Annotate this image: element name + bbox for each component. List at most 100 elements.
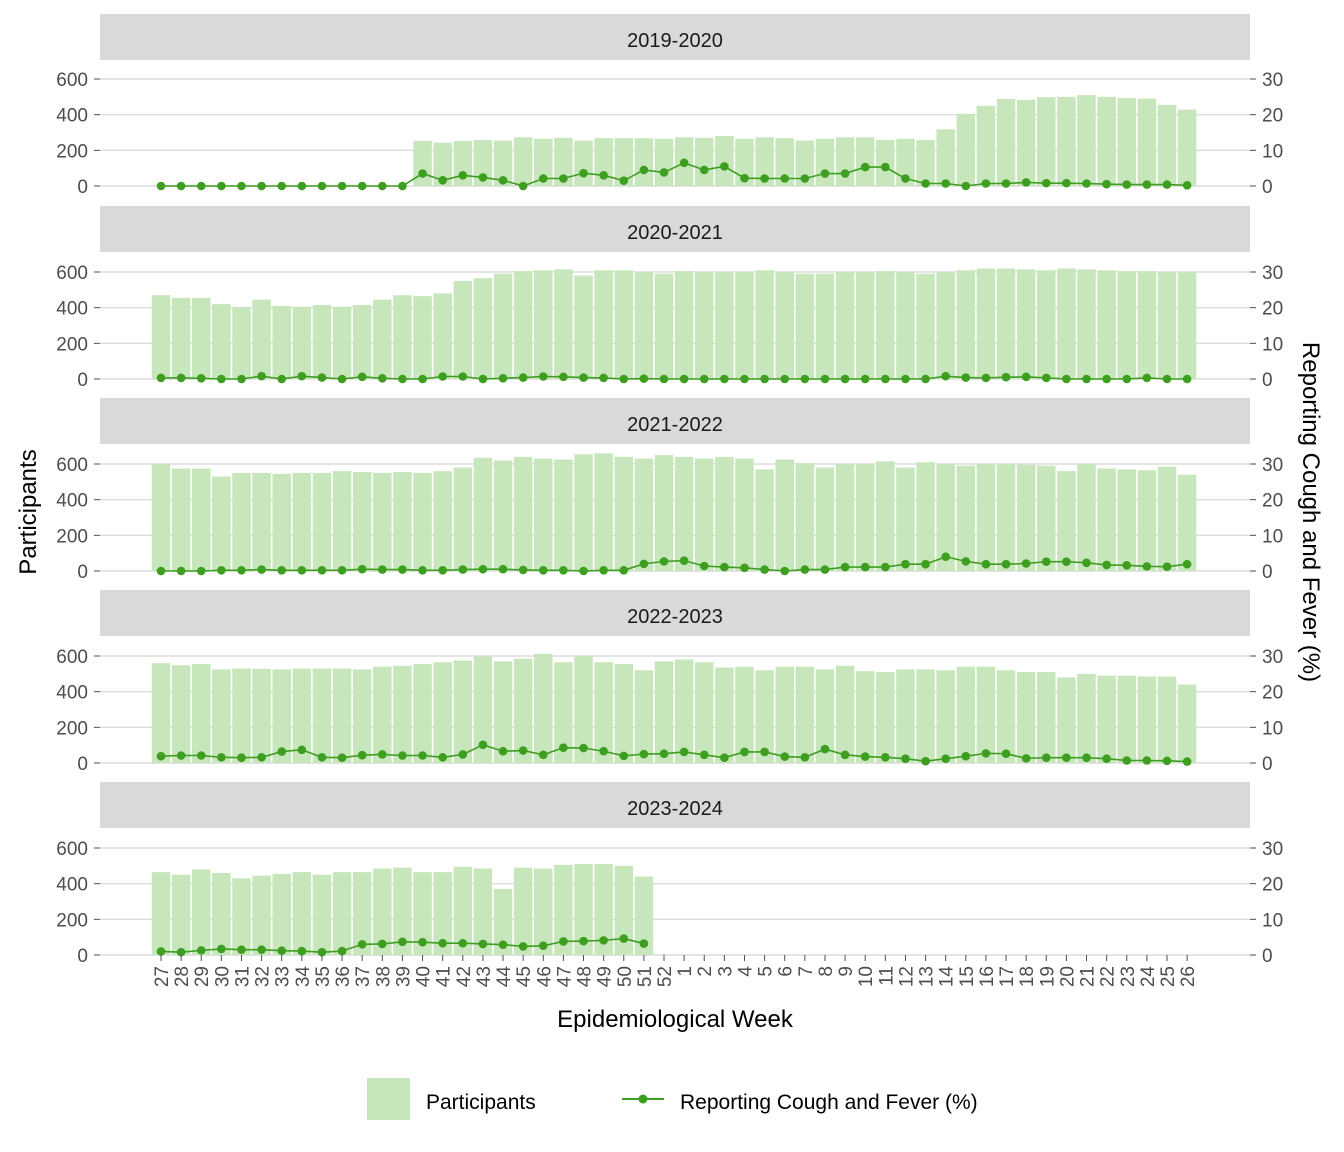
participants-bar <box>996 464 1016 571</box>
participants-bar <box>534 270 553 379</box>
cough-fever-point <box>1062 557 1071 567</box>
cough-fever-point <box>659 374 669 384</box>
participants-bar <box>634 876 654 955</box>
cough-fever-point <box>699 561 709 571</box>
cough-fever-point <box>860 374 870 384</box>
participants-bar <box>654 661 674 763</box>
participants-bar <box>534 138 553 186</box>
participants-bar <box>574 140 593 186</box>
cough-fever-point <box>820 565 830 574</box>
participants-bar <box>373 666 392 763</box>
participants-bar <box>634 272 654 379</box>
x-tick-label: 15 <box>957 966 978 987</box>
x-tick-label: 34 <box>293 966 314 988</box>
cough-fever-point <box>156 751 166 761</box>
participants-bar <box>614 270 634 379</box>
cough-fever-point <box>1041 373 1051 383</box>
participants-bar <box>1177 109 1197 186</box>
cough-fever-point <box>1122 756 1132 765</box>
cough-fever-point <box>720 162 729 171</box>
participants-bar <box>212 872 231 955</box>
cough-fever-point <box>237 565 246 575</box>
cough-fever-point <box>156 373 166 383</box>
cough-fever-point <box>740 747 749 757</box>
cough-fever-point <box>297 371 307 381</box>
participants-bar <box>855 671 875 763</box>
y-tick-label-right: 30 <box>1262 647 1283 668</box>
participants-bar <box>1037 465 1056 571</box>
x-tick-label: 50 <box>615 966 636 987</box>
participants-bar <box>815 138 835 186</box>
cough-fever-point <box>941 754 950 764</box>
participants-bar <box>574 864 593 955</box>
y-tick-label-right: 20 <box>1262 106 1283 127</box>
participants-bar <box>453 660 473 763</box>
participants-bar <box>554 662 573 763</box>
facet-strip <box>100 590 1250 636</box>
cough-fever-point <box>699 165 709 175</box>
cough-fever-point <box>619 751 629 761</box>
cough-fever-point <box>538 750 548 760</box>
cough-fever-point <box>378 373 387 383</box>
x-tick-label: 36 <box>333 966 354 987</box>
cough-fever-point <box>679 374 689 384</box>
cough-fever-point <box>599 171 608 180</box>
participants-bar <box>956 113 976 186</box>
participants-bar <box>835 272 855 379</box>
cough-fever-point <box>901 559 910 569</box>
cough-fever-point <box>881 374 890 384</box>
cough-fever-point <box>1082 753 1091 762</box>
cough-fever-point <box>237 374 246 384</box>
cough-fever-point <box>196 373 206 383</box>
participants-bar <box>292 872 312 955</box>
participants-bar <box>312 472 332 571</box>
cough-fever-point <box>458 171 468 180</box>
cough-fever-point <box>418 374 427 384</box>
participants-bar <box>393 295 412 379</box>
participants-bar <box>694 272 714 379</box>
x-tick-label: 8 <box>816 966 837 977</box>
y-tick-label: 600 <box>56 263 88 284</box>
cough-fever-point <box>1122 560 1132 570</box>
cough-fever-point <box>237 945 246 954</box>
participants-bar <box>554 459 573 571</box>
participants-bar <box>232 472 251 571</box>
cough-fever-point <box>941 552 950 562</box>
participants-bar <box>433 142 452 186</box>
participants-bar <box>171 468 191 571</box>
cough-fever-point <box>257 945 266 954</box>
participants-bar <box>775 272 794 379</box>
x-tick-label: 43 <box>474 966 495 987</box>
cough-fever-point <box>176 181 186 191</box>
cough-fever-point <box>1062 178 1071 188</box>
cough-fever-point <box>1182 180 1192 190</box>
participants-bar <box>896 138 915 186</box>
cough-fever-point <box>196 566 206 576</box>
participants-bar <box>473 457 493 571</box>
cough-fever-point <box>478 374 488 384</box>
participants-bar <box>1097 270 1116 379</box>
participants-bar <box>1077 95 1096 186</box>
cough-fever-point <box>559 565 568 575</box>
cough-fever-point <box>599 746 608 756</box>
cough-fever-point <box>659 168 669 177</box>
x-tick-label: 7 <box>796 966 817 977</box>
participants-bar <box>473 868 493 955</box>
cough-fever-point <box>679 158 689 168</box>
y-tick-label: 600 <box>56 647 88 668</box>
participants-bar <box>272 473 291 571</box>
facet-strip-label: 2022-2023 <box>627 606 723 628</box>
y-tick-label: 400 <box>56 106 88 127</box>
x-tick-label: 32 <box>253 966 274 987</box>
participants-bar <box>755 137 774 186</box>
cough-fever-point <box>901 754 910 764</box>
participants-bar <box>1037 270 1056 379</box>
participants-bar <box>393 867 412 955</box>
cough-fever-point <box>458 750 468 759</box>
cough-fever-point <box>1102 179 1111 189</box>
x-tick-label: 5 <box>756 966 777 977</box>
x-tick-label: 16 <box>977 966 998 987</box>
cough-fever-point <box>639 559 649 569</box>
participants-bar <box>171 874 191 955</box>
participants-bar <box>755 670 774 763</box>
